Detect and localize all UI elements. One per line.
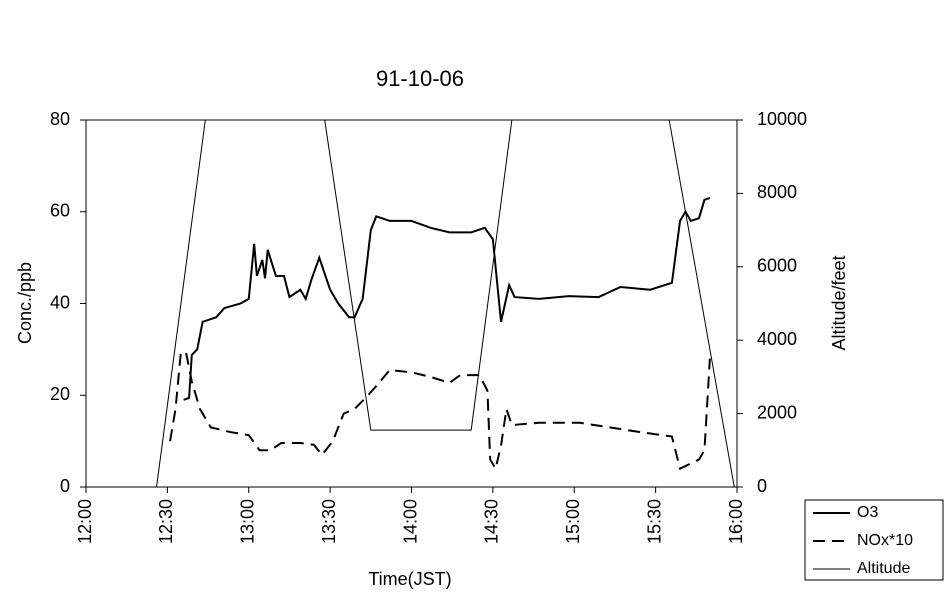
- series-line: [183, 197, 711, 401]
- y2-tick-label: 4000: [757, 329, 797, 349]
- x-axis-label: Time(JST): [368, 569, 451, 589]
- legend-label: O3: [857, 504, 878, 521]
- x-tick-label: 14:00: [400, 499, 420, 544]
- y2-tick-label: 0: [757, 476, 767, 496]
- y2-tick-label: 2000: [757, 402, 797, 422]
- x-tick-label: 14:30: [482, 499, 502, 544]
- legend-label: NOx*10: [857, 532, 913, 549]
- y2-tick-label: 6000: [757, 256, 797, 276]
- legend-label: Altitude: [857, 560, 910, 577]
- chart-title: 91-10-06: [376, 66, 464, 91]
- y-tick-label: 20: [50, 384, 70, 404]
- x-tick-label: 16:00: [726, 499, 746, 544]
- x-tick-label: 13:30: [319, 499, 339, 544]
- y-tick-label: 40: [50, 292, 70, 312]
- y2-tick-label: 10000: [757, 109, 807, 129]
- y2-axis-label: Altitude/feet: [829, 255, 849, 350]
- y-tick-label: 0: [60, 476, 70, 496]
- y-axis-label: Conc./ppb: [15, 262, 35, 344]
- x-tick-label: 15:30: [644, 499, 664, 544]
- x-tick-label: 15:00: [563, 499, 583, 544]
- y2-tick-label: 8000: [757, 182, 797, 202]
- x-tick-label: 12:00: [75, 499, 95, 544]
- series-line: [169, 350, 711, 472]
- x-tick-label: 12:30: [156, 499, 176, 544]
- y-tick-label: 80: [50, 109, 70, 129]
- y-tick-label: 60: [50, 201, 70, 221]
- series-line: [156, 119, 735, 488]
- x-tick-label: 13:00: [238, 499, 258, 544]
